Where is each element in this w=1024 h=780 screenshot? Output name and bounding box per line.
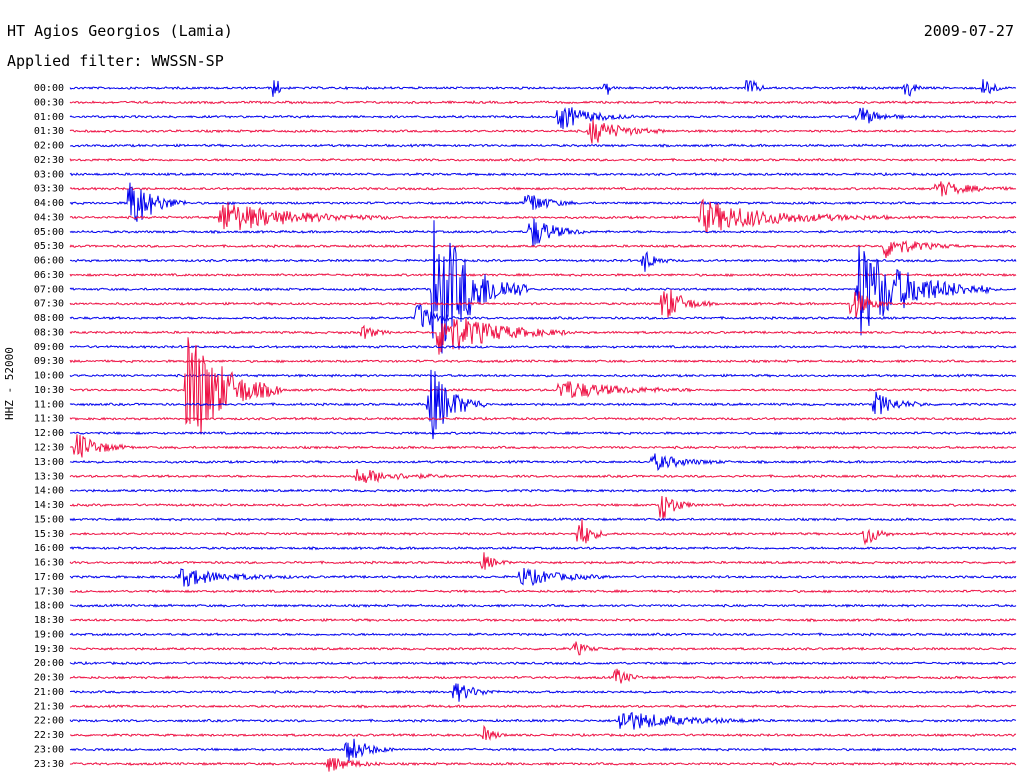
time-tick-label: 18:30: [34, 615, 64, 626]
trace-row-0130: [69, 119, 1017, 144]
time-tick-label: 20:30: [34, 673, 64, 684]
time-tick-label: 00:00: [34, 83, 64, 94]
trace-row-1600: [69, 546, 1017, 551]
trace-row-1000: [69, 373, 1017, 378]
trace-row-1330: [69, 468, 1017, 484]
trace-row-0430: [69, 198, 1017, 234]
time-tick-label: 20:00: [34, 658, 64, 669]
time-tick-label: 23:30: [34, 759, 64, 770]
trace-row-1500: [69, 517, 1017, 522]
time-tick-label: 10:00: [34, 371, 64, 382]
time-tick-label: 10:30: [34, 385, 64, 396]
time-tick-label: 11:30: [34, 414, 64, 425]
trace-row-1300: [69, 453, 1017, 472]
filter-label: Applied filter: WWSSN-SP: [7, 52, 224, 70]
time-tick-label: 04:00: [34, 198, 64, 209]
time-tick-label: 15:30: [34, 529, 64, 540]
trace-row-1530: [69, 519, 1017, 546]
trace-row-2030: [69, 668, 1017, 684]
time-tick-label: 11:00: [34, 399, 64, 410]
trace-row-0230: [69, 157, 1017, 163]
trace-row-0000: [69, 79, 1017, 97]
time-tick-label: 03:30: [34, 184, 64, 195]
trace-row-0500: [69, 218, 1017, 247]
time-tick-label: 06:30: [34, 270, 64, 281]
time-tick-label: 16:30: [34, 558, 64, 569]
time-tick-label: 14:00: [34, 486, 64, 497]
trace-row-2100: [69, 683, 1017, 702]
time-tick-label: 12:00: [34, 428, 64, 439]
trace-row-1230: [69, 434, 1017, 458]
trace-row-0800: [69, 303, 1017, 328]
time-tick-label: 12:30: [34, 443, 64, 454]
time-tick-label: 21:30: [34, 701, 64, 712]
time-tick-label: 05:00: [34, 227, 64, 238]
time-tick-label: 17:30: [34, 586, 64, 597]
trace-row-1130: [69, 416, 1017, 421]
station-title: HT Agios Georgios (Lamia): [7, 22, 233, 40]
time-tick-label: 18:00: [34, 601, 64, 612]
time-tick-label: 01:30: [34, 126, 64, 137]
trace-row-1900: [69, 632, 1017, 637]
time-tick-label: 02:00: [34, 141, 64, 152]
time-tick-label: 22:30: [34, 730, 64, 741]
time-tick-label: 23:00: [34, 744, 64, 755]
time-tick-label: 05:30: [34, 241, 64, 252]
time-tick-label: 00:30: [34, 97, 64, 108]
time-tick-label: 15:00: [34, 514, 64, 525]
time-tick-label: 06:00: [34, 256, 64, 267]
trace-row-0700: [69, 220, 1017, 354]
time-tick-label: 02:30: [34, 155, 64, 166]
trace-row-1430: [69, 496, 1017, 520]
trace-row-1830: [69, 617, 1017, 623]
time-tick-label: 09:00: [34, 342, 64, 353]
time-tick-label: 07:30: [34, 299, 64, 310]
trace-row-1100: [69, 369, 1017, 440]
trace-row-2330: [69, 757, 1017, 772]
trace-row-2130: [69, 704, 1017, 709]
time-tick-label: 08:30: [34, 327, 64, 338]
trace-row-2000: [69, 660, 1017, 666]
time-tick-label: 21:00: [34, 687, 64, 698]
time-tick-label: 19:30: [34, 644, 64, 655]
trace-row-2200: [69, 711, 1017, 730]
trace-row-0300: [69, 171, 1017, 177]
trace-row-0330: [69, 181, 1017, 197]
trace-row-1930: [69, 641, 1017, 656]
time-tick-label: 14:30: [34, 500, 64, 511]
time-tick-label: 13:30: [34, 471, 64, 482]
trace-row-0730: [69, 289, 1017, 319]
trace-row-1400: [69, 488, 1017, 493]
trace-row-1700: [69, 567, 1017, 587]
time-tick-label: 22:00: [34, 716, 64, 727]
trace-row-2300: [69, 738, 1017, 762]
trace-row-0530: [69, 240, 1017, 259]
time-tick-label: 16:00: [34, 543, 64, 554]
time-tick-label: 13:00: [34, 457, 64, 468]
time-tick-label: 09:30: [34, 356, 64, 367]
time-tick-label: 08:00: [34, 313, 64, 324]
time-tick-label: 07:00: [34, 284, 64, 295]
time-tick-label: 17:00: [34, 572, 64, 583]
trace-row-0930: [69, 359, 1017, 364]
trace-row-0830: [69, 318, 1017, 355]
trace-row-1730: [69, 588, 1017, 594]
time-tick-label: 04:30: [34, 212, 64, 223]
trace-row-1200: [69, 430, 1017, 436]
time-tick-label: 03:00: [34, 169, 64, 180]
trace-row-1030: [69, 337, 1017, 435]
trace-row-0200: [69, 143, 1017, 148]
time-tick-label: 01:00: [34, 112, 64, 123]
trace-row-1630: [69, 552, 1017, 570]
time-tick-label: 19:00: [34, 629, 64, 640]
trace-row-0030: [69, 100, 1017, 105]
trace-row-0100: [69, 107, 1017, 130]
trace-row-1800: [69, 603, 1017, 608]
trace-row-2230: [69, 724, 1017, 741]
record-date: 2009-07-27: [923, 22, 1014, 40]
trace-row-0900: [69, 344, 1017, 350]
